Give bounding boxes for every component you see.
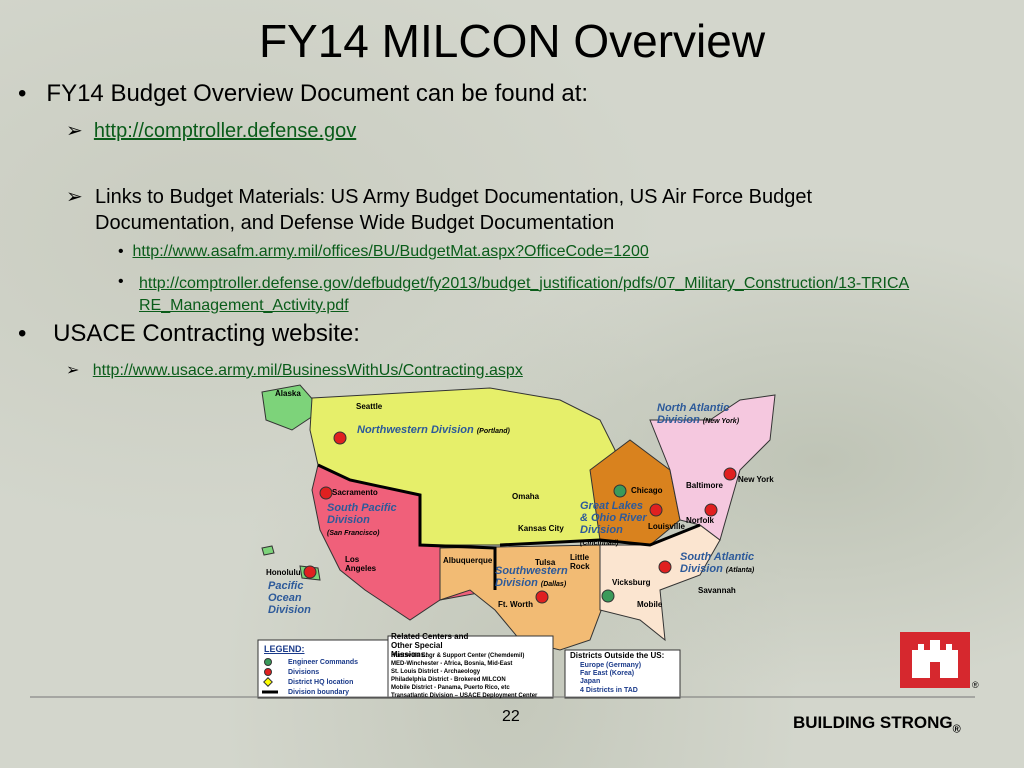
division-name: North Atlantic Division — [657, 402, 730, 426]
city: Louisville — [648, 522, 685, 531]
city: Albuquerque — [443, 556, 493, 565]
division-label: South Atlantic Division (Atlanta) — [680, 551, 770, 577]
sub-sub-bullet-marker: • — [118, 273, 124, 290]
division-name: Great Lakes & Ohio River Division — [580, 500, 647, 536]
division-label: Southwestern Division (Dallas) — [495, 565, 580, 591]
city: Sacramento — [332, 488, 378, 497]
city: Chicago — [631, 486, 663, 495]
division-label: Pacific Ocean Division — [268, 580, 311, 616]
outside-item: Japan — [580, 678, 601, 686]
legend-title: LEGEND: — [264, 644, 305, 654]
city: Little Rock — [570, 553, 590, 571]
city: Tulsa — [535, 558, 556, 567]
brand-text: BUILDING STRONG — [793, 713, 953, 732]
legend-item: Engineer Commands — [288, 659, 359, 666]
division-label: South Pacific Division (San Francisco) — [327, 502, 407, 540]
division-hq: (San Francisco) — [327, 530, 380, 537]
division-label: Great Lakes & Ohio River Division (Cincin… — [580, 500, 650, 550]
division-hq: (Dallas) — [540, 581, 567, 588]
related-item: Huntsville Engr & Support Center (Chemde… — [391, 653, 525, 659]
city: New York — [738, 475, 774, 484]
city: Kansas City — [518, 524, 564, 533]
related-item: MED-Winchester - Africa, Bosnia, Mid-Eas… — [391, 661, 513, 667]
division-label: North Atlantic Division (New York) — [657, 402, 747, 428]
sub-bullet-marker: ➢ — [66, 186, 83, 208]
city: Baltimore — [686, 481, 723, 490]
sub-bullet: ➢ http://comptroller.defense.gov — [66, 120, 357, 142]
city: Mobile — [637, 600, 663, 609]
city: Honolulu — [266, 568, 301, 577]
city: Los Angeles — [345, 555, 377, 573]
related-item: Transatlantic Division – USACE Deploymen… — [391, 693, 538, 699]
legend-item: Division boundary — [288, 689, 350, 696]
division-name: South Atlantic Division — [680, 551, 755, 575]
link[interactable]: http://www.asafm.army.mil/offices/BU/Bud… — [132, 243, 649, 260]
legend-item: Divisions — [288, 669, 320, 676]
division-hq: (New York) — [702, 418, 740, 425]
brand: BUILDING STRONG® — [793, 713, 961, 735]
city: Norfolk — [686, 516, 714, 525]
division-name: South Pacific Division — [327, 502, 397, 526]
division-name: Northwestern Division — [357, 424, 474, 436]
division-hq: (Cincinnati) — [580, 540, 619, 547]
brand-mark: ® — [952, 723, 961, 736]
division-hq: (Portland) — [476, 428, 510, 435]
sub-bullet: ➢ http://www.usace.army.mil/BusinessWith… — [66, 362, 523, 379]
link[interactable]: http://comptroller.defense.gov — [93, 120, 357, 142]
outside-title: Districts Outside the US: — [570, 651, 665, 660]
related-item: Philadelphia District - Brokered MILCON — [391, 677, 506, 683]
related-title: Related Centers and Other Special Missio… — [391, 632, 469, 659]
link[interactable]: http://www.usace.army.mil/BusinessWithUs… — [92, 362, 523, 379]
outside-items: Europe (Germany) Far East (Korea) Japan 4 D… — [580, 662, 641, 695]
city: Savannah — [698, 586, 736, 595]
city: Omaha — [512, 492, 540, 501]
outside-item: Europe (Germany) — [580, 662, 642, 669]
bullet: • USACE Contracting website: — [18, 320, 360, 347]
city: Ft. Worth — [498, 600, 533, 609]
related-items: Huntsville Engr & Support Center (Chemde… — [391, 652, 537, 700]
link[interactable]: http://comptroller.defense.gov/defbudget… — [139, 275, 910, 314]
city: Seattle — [356, 402, 383, 411]
city: Alaska — [275, 389, 301, 398]
legend-items: Engineer Commands Divisions District HQ lo… — [288, 658, 358, 698]
sub-bullet-text: Links to Budget Materials: US Army Budge… — [95, 186, 813, 234]
title: FY14 MILCON Overview — [258, 15, 766, 67]
page-number: 22 — [502, 708, 520, 725]
outside-item: 4 Districts in TAD — [580, 686, 638, 694]
division-hq: (Atlanta) — [725, 567, 755, 574]
related-item: Mobile District - Panama, Puerto Rico, e… — [391, 685, 510, 691]
outside-item: Far East (Korea) — [580, 670, 635, 678]
division-name: Southwestern Division — [495, 565, 568, 589]
registered-mark: ® — [972, 680, 979, 690]
bullet: • FY14 Budget Overview Document can be f… — [18, 80, 589, 107]
division-label: Northwestern Division (Portland) — [357, 424, 510, 438]
bullet-text: USACE Contracting website: — [53, 320, 360, 347]
city: Vicksburg — [612, 578, 651, 587]
bullet-text: FY14 Budget Overview Document can be fou… — [46, 80, 589, 107]
sub-sub-bullet: • http://www.asafm.army.mil/offices/BU/B… — [118, 243, 649, 260]
legend-item: District HQ location — [288, 679, 354, 686]
related-item: St. Louis District - Archaeology — [391, 669, 481, 675]
